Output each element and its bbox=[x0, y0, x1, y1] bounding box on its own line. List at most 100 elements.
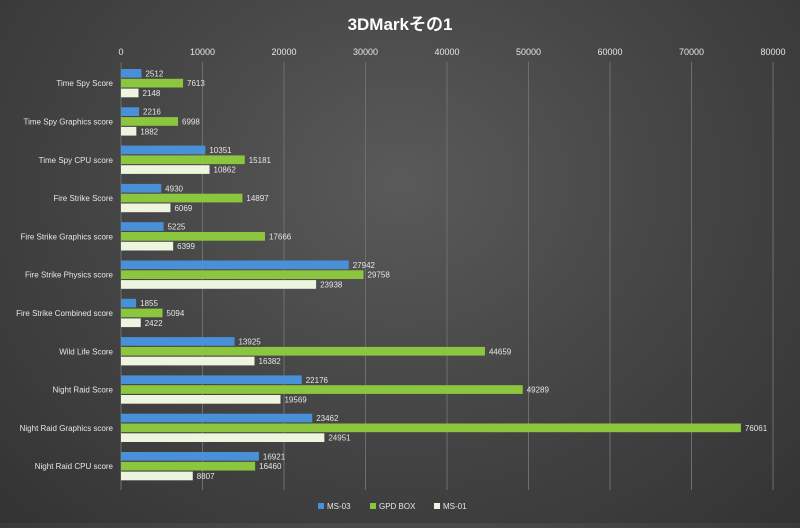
bar-6-2 bbox=[121, 318, 141, 328]
x-tick-label-0: 0 bbox=[118, 47, 123, 57]
data-label-8-0: 22176 bbox=[306, 376, 329, 385]
legend-swatch-2 bbox=[434, 503, 440, 509]
gridlines bbox=[120, 62, 774, 490]
bar-7-0 bbox=[121, 337, 235, 346]
bar-1-0 bbox=[121, 107, 140, 116]
bar-0-2 bbox=[121, 88, 139, 98]
bar-5-2 bbox=[121, 280, 317, 289]
category-label-3: Fire Strike Score bbox=[53, 194, 113, 203]
category-label-1: Time Spy Graphics score bbox=[23, 117, 113, 126]
legend-swatch-0 bbox=[318, 503, 324, 509]
bar-8-0 bbox=[121, 375, 302, 385]
data-label-2-1: 15181 bbox=[249, 156, 272, 165]
data-label-3-1: 14897 bbox=[246, 194, 269, 203]
category-label-6: Fire Strike Combined score bbox=[16, 309, 113, 318]
bar-3-2 bbox=[121, 203, 171, 213]
bar-5-0 bbox=[121, 260, 349, 270]
bar-2-0 bbox=[121, 145, 206, 155]
bar-5-1 bbox=[121, 270, 364, 279]
category-label-5: Fire Strike Physics score bbox=[25, 271, 114, 280]
data-label-2-2: 10862 bbox=[214, 166, 237, 175]
bar-9-2 bbox=[121, 433, 325, 442]
bar-8-2 bbox=[121, 395, 281, 404]
x-tick-label-6: 60000 bbox=[597, 47, 622, 57]
data-label-7-1: 44659 bbox=[489, 347, 512, 356]
data-labels: 2512 7613 2148 2216 6998 1882 10351 15181 10862 4… bbox=[140, 69, 768, 481]
category-label-2: Time Spy CPU score bbox=[39, 156, 114, 165]
data-label-6-2: 2422 bbox=[145, 319, 163, 328]
bar-4-0 bbox=[121, 222, 164, 231]
data-label-9-1: 76061 bbox=[745, 424, 768, 433]
bar-0-1 bbox=[121, 78, 184, 88]
data-label-4-2: 6399 bbox=[177, 242, 195, 251]
data-label-9-2: 24951 bbox=[328, 434, 351, 443]
data-label-8-1: 49289 bbox=[527, 386, 550, 395]
legend-label-1: GPD BOX bbox=[379, 502, 416, 511]
bar-2-2 bbox=[121, 165, 210, 174]
category-label-9: Night Raid Graphics score bbox=[20, 424, 114, 433]
category-label-7: Wild Life Score bbox=[59, 347, 113, 356]
legend: MS-03 GPD BOX MS-01 bbox=[318, 502, 467, 511]
data-label-6-1: 5094 bbox=[167, 309, 185, 318]
bar-10-1 bbox=[121, 461, 256, 471]
bar-6-1 bbox=[121, 308, 163, 318]
bar-10-0 bbox=[121, 452, 259, 461]
category-label-4: Fire Strike Graphics score bbox=[21, 232, 114, 241]
bar-6-0 bbox=[121, 298, 137, 308]
data-label-10-2: 8807 bbox=[197, 472, 215, 481]
legend-label-2: MS-01 bbox=[443, 502, 467, 511]
data-label-5-0: 27942 bbox=[353, 261, 376, 270]
bar-4-2 bbox=[121, 241, 174, 251]
bar-3-0 bbox=[121, 183, 162, 193]
bar-7-2 bbox=[121, 356, 255, 366]
data-label-6-0: 1855 bbox=[140, 299, 158, 308]
data-label-5-2: 23938 bbox=[320, 280, 343, 289]
legend-swatch-1 bbox=[370, 503, 376, 509]
data-label-0-1: 7613 bbox=[187, 79, 205, 88]
data-label-4-0: 5225 bbox=[168, 223, 186, 232]
category-label-0: Time Spy Score bbox=[56, 79, 113, 88]
data-label-1-1: 6998 bbox=[182, 117, 200, 126]
bar-0-0 bbox=[121, 69, 142, 78]
bar-1-2 bbox=[121, 126, 137, 136]
data-label-3-0: 4930 bbox=[165, 184, 183, 193]
category-label-8: Night Raid Score bbox=[53, 386, 114, 395]
bar-3-1 bbox=[121, 193, 243, 203]
data-label-9-0: 23462 bbox=[316, 414, 339, 423]
x-tick-label-1: 10000 bbox=[190, 47, 215, 57]
data-label-4-1: 17666 bbox=[269, 232, 292, 241]
data-label-10-0: 16921 bbox=[263, 452, 286, 461]
bar-9-0 bbox=[121, 413, 313, 423]
data-label-5-1: 29758 bbox=[368, 271, 391, 280]
data-label-0-0: 2512 bbox=[145, 69, 163, 78]
data-label-1-0: 2216 bbox=[143, 108, 161, 117]
data-label-0-2: 2148 bbox=[143, 89, 161, 98]
bar-1-1 bbox=[121, 117, 179, 126]
x-tick-label-5: 50000 bbox=[516, 47, 541, 57]
category-labels: Time Spy Score Time Spy Graphics score Tim… bbox=[16, 79, 113, 471]
data-label-10-1: 16460 bbox=[259, 462, 282, 471]
data-label-8-2: 19569 bbox=[284, 395, 307, 404]
bar-7-1 bbox=[121, 346, 485, 356]
legend-label-0: MS-03 bbox=[327, 502, 351, 511]
x-tick-label-4: 40000 bbox=[434, 47, 459, 57]
bars bbox=[121, 69, 741, 481]
data-label-1-2: 1882 bbox=[140, 127, 158, 136]
bar-4-1 bbox=[121, 232, 265, 241]
data-label-3-2: 6069 bbox=[174, 204, 192, 213]
x-tick-label-3: 30000 bbox=[353, 47, 378, 57]
data-label-2-0: 10351 bbox=[209, 146, 232, 155]
x-axis-ticks: 0 10000 20000 30000 40000 50000 60000 70000 8000… bbox=[118, 47, 785, 57]
data-label-7-2: 16382 bbox=[259, 357, 282, 366]
x-tick-label-8: 80000 bbox=[760, 47, 785, 57]
x-tick-label-7: 70000 bbox=[679, 47, 704, 57]
x-tick-label-2: 20000 bbox=[271, 47, 296, 57]
category-label-10: Night Raid CPU score bbox=[35, 462, 114, 471]
data-label-7-0: 13925 bbox=[238, 337, 261, 346]
bar-8-1 bbox=[121, 385, 523, 394]
bar-10-2 bbox=[121, 471, 193, 481]
chart-title: 3DMarkその1 bbox=[348, 15, 453, 34]
bar-2-1 bbox=[121, 155, 245, 165]
